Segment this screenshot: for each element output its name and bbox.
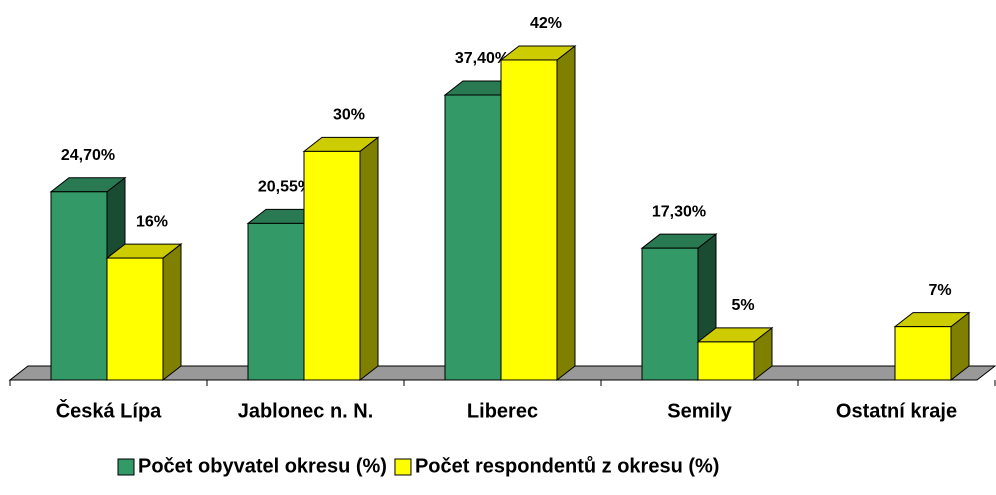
legend-label: Počet respondentů z okresu (%) [415, 455, 720, 477]
legend-label: Počet obyvatel okresu (%) [138, 455, 387, 477]
bar [106, 257, 164, 381]
bar [247, 222, 305, 381]
x-tick-label: Ostatní kraje [836, 400, 957, 422]
data-label: 16% [136, 213, 168, 230]
bar [641, 247, 699, 381]
bar-side [162, 243, 182, 382]
bar [303, 150, 361, 381]
data-label: 30% [333, 107, 365, 124]
bar [444, 94, 502, 381]
x-tick-label: Česká Lípa [56, 398, 162, 422]
data-label: 24,70% [61, 147, 115, 164]
bar [50, 191, 108, 381]
bar-side [556, 44, 576, 382]
x-tick-label: Jablonec n. N. [238, 400, 374, 422]
data-label: 37,40% [455, 50, 509, 67]
data-label: 20,55% [258, 179, 312, 196]
bar [894, 326, 952, 381]
data-label: 7% [928, 282, 951, 299]
x-tick-label: Liberec [467, 400, 538, 422]
data-label: 5% [731, 297, 754, 314]
data-label: 42% [530, 15, 562, 32]
legend-swatch [394, 458, 412, 476]
bar [697, 341, 755, 381]
data-label: 17,30% [652, 203, 706, 220]
bar [500, 59, 558, 381]
x-tick-label: Semily [667, 400, 732, 422]
bar-side [359, 136, 379, 382]
legend-swatch [117, 458, 135, 476]
